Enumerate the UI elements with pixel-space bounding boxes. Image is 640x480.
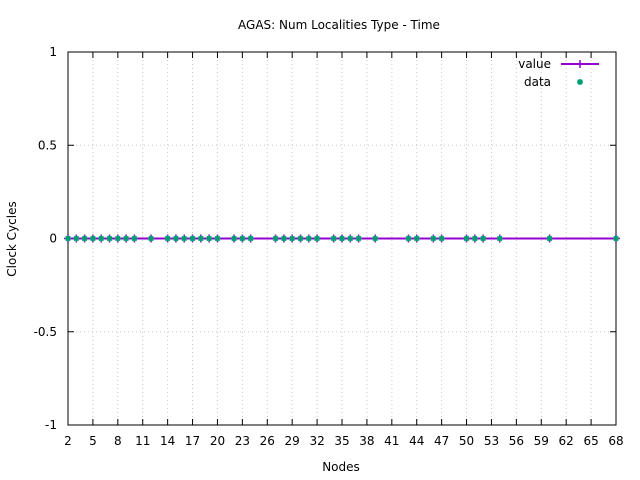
axis-ticks: 2 5 8 11 14 17 20 23 26 29 32 35 38 41 44 47 50 53 56 59 62 6… bbox=[34, 45, 624, 448]
x-tick-label: 20 bbox=[210, 434, 225, 448]
x-tick-label: 26 bbox=[260, 434, 275, 448]
x-tick-label: 44 bbox=[409, 434, 424, 448]
data-point-marker bbox=[305, 235, 312, 242]
data-point-marker bbox=[280, 235, 287, 242]
x-tick-label: 62 bbox=[559, 434, 574, 448]
data-point-marker bbox=[181, 235, 188, 242]
data-point-marker bbox=[430, 235, 437, 242]
y-tick-label: -0.5 bbox=[34, 325, 57, 339]
x-tick-label: 59 bbox=[534, 434, 549, 448]
x-tick-label: 56 bbox=[509, 434, 524, 448]
x-tick-label: 38 bbox=[359, 434, 374, 448]
x-tick-label: 41 bbox=[384, 434, 399, 448]
data-point-marker bbox=[355, 235, 362, 242]
y-tick-label: 1 bbox=[49, 45, 57, 59]
data-point-marker bbox=[330, 235, 337, 242]
data-point-marker bbox=[206, 235, 213, 242]
data-point-marker bbox=[123, 235, 130, 242]
data-point-marker bbox=[289, 235, 296, 242]
y-tick-label: 0 bbox=[49, 232, 57, 246]
data-point-marker bbox=[231, 235, 238, 242]
x-tick-label: 23 bbox=[235, 434, 250, 448]
data-point-marker bbox=[189, 235, 196, 242]
data-point-marker bbox=[106, 235, 113, 242]
x-tick-label: 17 bbox=[185, 434, 200, 448]
data-point-marker bbox=[272, 235, 279, 242]
chart-title: AGAS: Num Localities Type - Time bbox=[238, 18, 440, 32]
x-tick-label: 35 bbox=[334, 434, 349, 448]
x-tick-label: 65 bbox=[583, 434, 598, 448]
data-point-marker bbox=[81, 235, 88, 242]
data-point-marker bbox=[164, 235, 171, 242]
x-tick-label: 5 bbox=[89, 434, 97, 448]
x-tick-label: 29 bbox=[285, 434, 300, 448]
x-tick-label: 47 bbox=[434, 434, 449, 448]
legend: value data bbox=[518, 57, 599, 89]
data-point-marker bbox=[114, 235, 121, 242]
data-point-marker bbox=[247, 235, 254, 242]
data-point-marker bbox=[339, 235, 345, 242]
data-point-marker bbox=[347, 235, 354, 242]
data-point-marker bbox=[148, 235, 155, 242]
data-point-marker bbox=[413, 235, 420, 242]
x-tick-label: 2 bbox=[64, 434, 72, 448]
data-point-marker bbox=[405, 235, 412, 242]
x-axis-label: Nodes bbox=[322, 460, 360, 474]
data-point-marker bbox=[546, 235, 553, 242]
data-point-marker bbox=[65, 235, 71, 242]
y-tick-label: -1 bbox=[45, 418, 57, 432]
x-tick-label: 53 bbox=[484, 434, 499, 448]
data-point-marker bbox=[172, 235, 179, 242]
data-point-marker bbox=[197, 235, 204, 242]
legend-label-value: value bbox=[518, 57, 551, 71]
y-tick-label: 0.5 bbox=[38, 138, 57, 152]
y-axis-label: Clock Cycles bbox=[5, 201, 19, 276]
data-point-marker bbox=[73, 235, 80, 242]
series-layer bbox=[64, 234, 620, 243]
legend-label-data: data bbox=[524, 75, 551, 89]
x-tick-label: 14 bbox=[160, 434, 175, 448]
data-point-marker bbox=[438, 235, 445, 242]
data-point-marker bbox=[214, 235, 221, 242]
data-point-marker bbox=[131, 235, 138, 242]
legend-marker-value bbox=[576, 60, 584, 68]
data-point-marker bbox=[239, 235, 246, 242]
x-tick-label: 68 bbox=[608, 434, 623, 448]
data-point-marker bbox=[372, 235, 379, 242]
data-point-marker bbox=[297, 235, 304, 242]
data-point-marker bbox=[314, 235, 321, 242]
data-point-marker bbox=[98, 235, 105, 242]
data-point-marker bbox=[89, 235, 96, 242]
x-tick-label: 8 bbox=[114, 434, 122, 448]
data-point-marker bbox=[480, 235, 487, 242]
x-tick-label: 32 bbox=[309, 434, 324, 448]
x-tick-label: 50 bbox=[459, 434, 474, 448]
x-tick-label: 11 bbox=[135, 434, 150, 448]
data-point-marker bbox=[613, 235, 619, 242]
legend-marker-data bbox=[577, 79, 583, 85]
data-point-marker bbox=[463, 235, 470, 242]
data-point-marker bbox=[471, 235, 478, 242]
data-point-marker bbox=[496, 235, 503, 242]
